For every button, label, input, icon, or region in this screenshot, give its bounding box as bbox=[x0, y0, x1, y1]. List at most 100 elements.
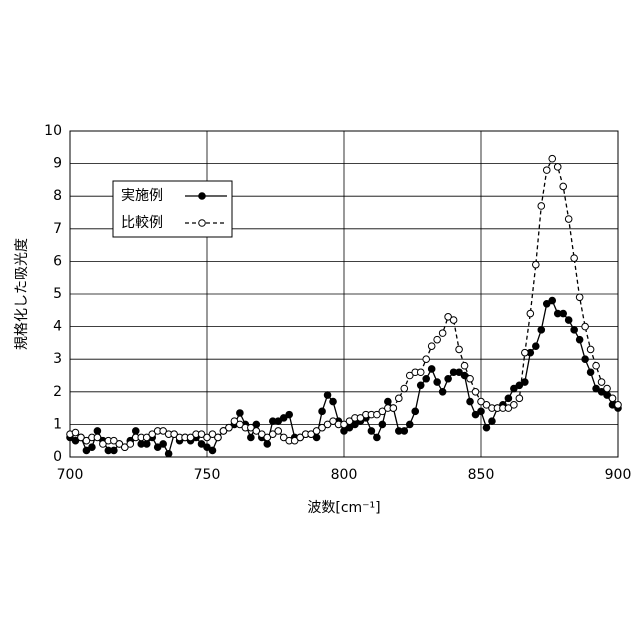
y-tick-label: 2 bbox=[53, 384, 62, 400]
data-point bbox=[286, 411, 293, 418]
data-point bbox=[576, 336, 583, 343]
data-point bbox=[401, 428, 408, 435]
data-point bbox=[324, 392, 331, 399]
data-point bbox=[165, 450, 172, 457]
data-point bbox=[505, 395, 512, 402]
legend-label: 実施例 bbox=[121, 188, 163, 204]
data-point bbox=[390, 405, 397, 412]
data-point bbox=[439, 389, 446, 396]
data-point bbox=[412, 408, 419, 415]
legend-label: 比較例 bbox=[121, 215, 163, 231]
data-point bbox=[533, 261, 540, 268]
data-point bbox=[209, 447, 216, 454]
data-point bbox=[554, 164, 561, 171]
data-point bbox=[598, 379, 605, 386]
data-point bbox=[396, 395, 403, 402]
data-point bbox=[543, 167, 550, 174]
data-point bbox=[604, 385, 611, 392]
data-point bbox=[587, 369, 594, 376]
y-axis-label: 規格化した吸光度 bbox=[14, 238, 30, 350]
data-point bbox=[434, 379, 441, 386]
y-tick-label: 1 bbox=[53, 416, 62, 432]
data-point bbox=[417, 382, 424, 389]
data-point bbox=[489, 418, 496, 425]
data-point bbox=[565, 317, 572, 324]
x-tick-label: 900 bbox=[605, 467, 632, 483]
data-point bbox=[94, 428, 101, 435]
data-point bbox=[385, 398, 392, 405]
y-tick-label: 9 bbox=[53, 156, 62, 172]
data-point bbox=[111, 447, 118, 454]
data-point bbox=[593, 362, 600, 369]
data-point bbox=[89, 444, 96, 451]
data-point bbox=[226, 424, 233, 431]
legend-marker bbox=[199, 220, 206, 227]
data-point bbox=[319, 408, 326, 415]
data-point bbox=[478, 408, 485, 415]
data-point bbox=[330, 398, 337, 405]
data-point bbox=[456, 346, 463, 353]
data-point bbox=[428, 366, 435, 373]
data-point bbox=[467, 398, 474, 405]
data-point bbox=[160, 441, 167, 448]
data-point bbox=[483, 424, 490, 431]
data-point bbox=[417, 369, 424, 376]
page: {"chart_data": {"type": "line", "x_label… bbox=[0, 0, 640, 640]
data-point bbox=[374, 434, 381, 441]
data-point bbox=[94, 434, 101, 441]
y-tick-label: 7 bbox=[53, 221, 62, 237]
data-point bbox=[237, 410, 244, 417]
data-point bbox=[582, 323, 589, 330]
data-point bbox=[406, 421, 413, 428]
data-point bbox=[516, 395, 523, 402]
y-tick-label: 5 bbox=[53, 286, 62, 302]
x-axis-label: 波数[cm⁻¹] bbox=[307, 500, 380, 516]
data-point bbox=[615, 402, 622, 409]
data-point bbox=[439, 330, 446, 337]
y-tick-label: 6 bbox=[53, 253, 62, 269]
data-point bbox=[549, 155, 556, 162]
data-point bbox=[582, 356, 589, 363]
data-point bbox=[511, 402, 518, 409]
y-tick-label: 3 bbox=[53, 351, 62, 367]
data-point bbox=[368, 428, 375, 435]
y-tick-label: 8 bbox=[53, 188, 62, 204]
data-point bbox=[587, 346, 594, 353]
data-point bbox=[538, 327, 545, 334]
y-tick-label: 4 bbox=[53, 319, 62, 335]
data-point bbox=[609, 395, 616, 402]
x-tick-label: 700 bbox=[57, 467, 84, 483]
chart: 波数[cm⁻¹] 規格化した吸光度 0 1 2 3 4 5 6 7 8 9 10 700 750 800 8… bbox=[0, 0, 640, 640]
x-tick-label: 750 bbox=[194, 467, 221, 483]
data-point bbox=[248, 434, 255, 441]
data-point bbox=[401, 385, 408, 392]
x-tick-label: 850 bbox=[468, 467, 495, 483]
data-point bbox=[445, 375, 452, 382]
data-point bbox=[127, 441, 134, 448]
data-point bbox=[461, 362, 468, 369]
data-point bbox=[450, 317, 457, 324]
data-point bbox=[538, 203, 545, 210]
x-tick-label: 800 bbox=[331, 467, 358, 483]
data-point bbox=[434, 336, 441, 343]
data-point bbox=[428, 343, 435, 350]
data-point bbox=[132, 428, 139, 435]
data-point bbox=[560, 183, 567, 190]
data-point bbox=[571, 255, 578, 262]
data-point bbox=[533, 343, 540, 350]
data-point bbox=[522, 379, 529, 386]
data-point bbox=[576, 294, 583, 301]
y-tick-label: 10 bbox=[44, 123, 62, 139]
data-point bbox=[571, 327, 578, 334]
legend-marker bbox=[199, 193, 206, 200]
data-point bbox=[143, 441, 150, 448]
data-point bbox=[423, 356, 430, 363]
data-point bbox=[215, 434, 222, 441]
data-point bbox=[472, 389, 479, 396]
data-point bbox=[72, 429, 79, 436]
y-tick-label: 0 bbox=[53, 449, 62, 465]
data-point bbox=[560, 310, 567, 317]
data-point bbox=[549, 297, 556, 304]
data-point bbox=[423, 375, 430, 382]
data-point bbox=[522, 349, 529, 356]
